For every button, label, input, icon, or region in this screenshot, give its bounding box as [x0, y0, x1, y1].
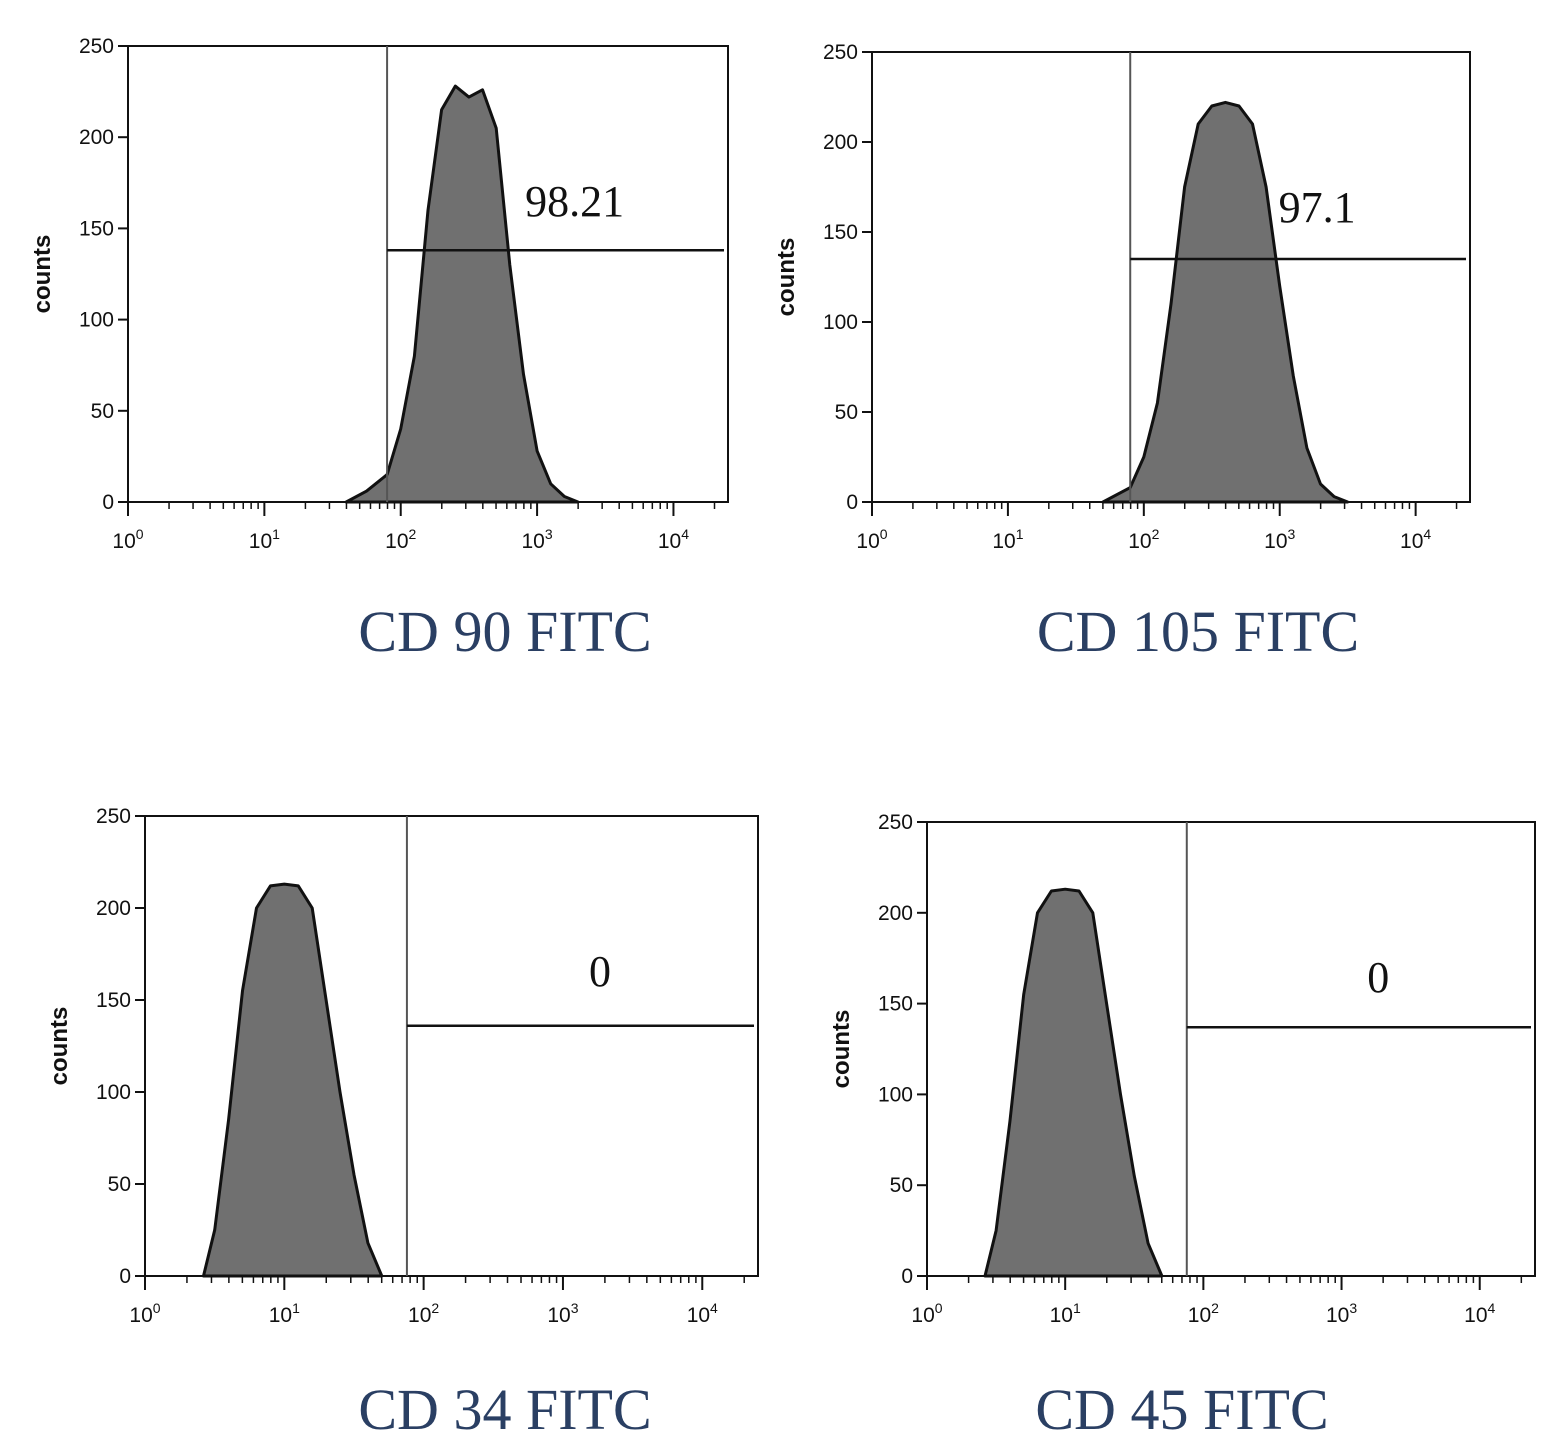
cd45-histogram-panel: 0 0 50 100 150 200 250 counts 100 101 102 103 104 — [828, 811, 1536, 1327]
cd34-y-tick-label: 150 — [96, 989, 131, 1012]
cd90-histogram-area — [344, 84, 580, 504]
cd90-y-tick-label: 50 — [91, 400, 114, 423]
cd34-y-tick-label: 100 — [96, 1081, 131, 1104]
cd45-y-tick-label: 200 — [878, 902, 913, 925]
cd90-caption: CD 90 FITC — [358, 599, 652, 664]
cd34-x-tick-label: 103 — [547, 1300, 578, 1327]
cd90-histogram-panel: 98.21 0 50 100 150 200 250 counts 100 101 102 103 10… — [29, 35, 729, 553]
cd105-x-tick-label: 102 — [1128, 526, 1159, 553]
cd45-y-tick-label: 100 — [878, 1083, 913, 1106]
cd105-y-tick-label: 200 — [823, 131, 858, 154]
cd34-histogram-area — [202, 882, 384, 1278]
cd34-x-tick-label: 102 — [408, 1300, 439, 1327]
cd45-gate-percent-label: 0 — [1367, 953, 1389, 1002]
cd45-y-tick-label: 50 — [890, 1174, 913, 1197]
cd105-histogram-area — [1101, 100, 1350, 504]
cd34-y-tick-label: 200 — [96, 897, 131, 920]
cd90-x-tick-label: 101 — [249, 526, 280, 553]
cd45-x-tick-label: 102 — [1188, 1300, 1219, 1327]
cd105-y-axis-title: counts — [773, 238, 800, 317]
cd34-x-tick-label: 101 — [269, 1300, 300, 1327]
cd105-y-tick-label: 0 — [846, 491, 858, 514]
cd45-x-tick-label: 103 — [1326, 1300, 1357, 1327]
cd90-y-tick-label: 250 — [79, 35, 114, 58]
cd105-caption: CD 105 FITC — [1036, 599, 1360, 664]
cd105-x-tick-label: 101 — [992, 526, 1023, 553]
cd105-y-tick-label: 100 — [823, 311, 858, 334]
cd90-x-tick-label: 100 — [112, 526, 143, 553]
cd105-x-tick-label: 104 — [1400, 526, 1431, 553]
cd45-plot-frame — [926, 821, 1536, 1277]
cd34-y-axis-title: counts — [46, 1007, 73, 1086]
cd45-x-tick-label: 101 — [1050, 1300, 1081, 1327]
cd34-y-tick-label: 250 — [96, 805, 131, 828]
cd90-x-tick-label: 104 — [658, 526, 689, 553]
cd45-caption: CD 45 FITC — [1035, 1377, 1329, 1442]
cd90-gate-percent-label: 98.21 — [525, 177, 624, 226]
cd90-x-tick-label: 102 — [385, 526, 416, 553]
cd105-y-tick-label: 50 — [835, 401, 858, 424]
cd105-x-tick-label: 100 — [856, 526, 887, 553]
cd45-x-tick-label: 104 — [1464, 1300, 1495, 1327]
cd90-y-tick-label: 200 — [79, 126, 114, 149]
cd34-x-tick-label: 104 — [687, 1300, 718, 1327]
cd34-x-tick-label: 100 — [129, 1300, 160, 1327]
cd34-caption: CD 34 FITC — [358, 1377, 652, 1442]
cd105-y-tick-label: 250 — [823, 41, 858, 64]
cd105-y-tick-label: 150 — [823, 221, 858, 244]
cd90-y-tick-label: 150 — [79, 217, 114, 240]
cd34-histogram-panel: 0 0 50 100 150 200 250 counts 100 101 102 103 104 — [46, 805, 759, 1327]
cd45-x-tick-label: 100 — [911, 1300, 942, 1327]
cd34-plot-frame — [144, 815, 759, 1277]
cd45-y-tick-label: 150 — [878, 993, 913, 1016]
cd45-y-tick-label: 0 — [901, 1265, 913, 1288]
cd45-y-tick-label: 250 — [878, 811, 913, 834]
cd90-y-tick-label: 0 — [102, 491, 114, 514]
cd90-y-axis-title: counts — [29, 235, 56, 314]
cd105-x-tick-label: 103 — [1264, 526, 1295, 553]
cd90-x-tick-label: 103 — [522, 526, 553, 553]
cd34-gate-percent-label: 0 — [589, 947, 611, 996]
cd45-y-axis-title: counts — [828, 1010, 855, 1089]
cd45-histogram-area — [983, 887, 1164, 1278]
cd34-y-tick-label: 0 — [119, 1265, 131, 1288]
cd90-y-tick-label: 100 — [79, 309, 114, 332]
cd105-histogram-panel: 97.1 0 50 100 150 200 250 counts 100 101 102 103 104 — [773, 41, 1471, 553]
cd34-y-tick-label: 50 — [108, 1173, 131, 1196]
cd105-gate-percent-label: 97.1 — [1279, 183, 1356, 232]
